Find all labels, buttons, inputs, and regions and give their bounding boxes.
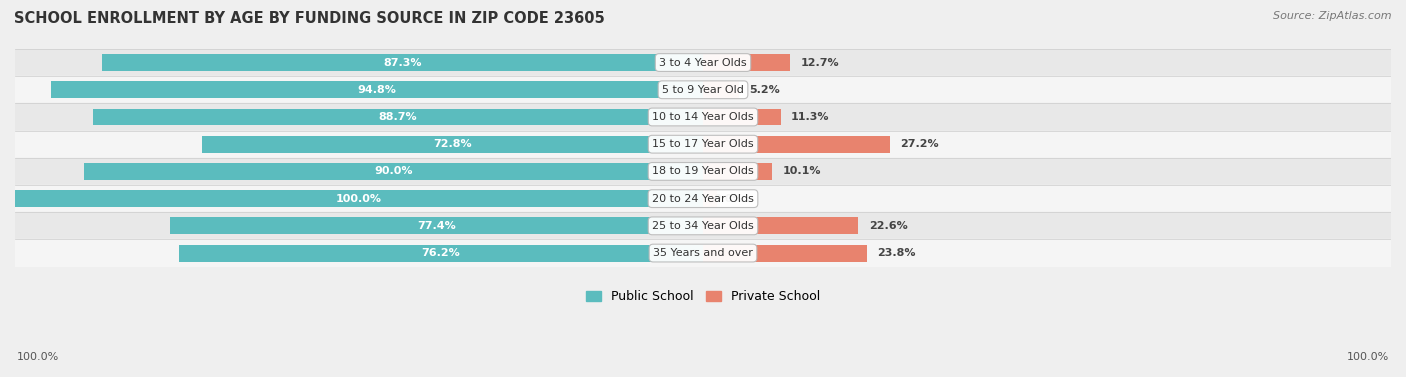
Bar <box>15 130 1391 158</box>
Text: 10 to 14 Year Olds: 10 to 14 Year Olds <box>652 112 754 122</box>
Text: 100.0%: 100.0% <box>336 194 382 204</box>
Bar <box>703 163 772 180</box>
Bar <box>15 212 1391 239</box>
Text: 25 to 34 Year Olds: 25 to 34 Year Olds <box>652 221 754 231</box>
Text: 100.0%: 100.0% <box>17 352 59 362</box>
Bar <box>703 218 859 234</box>
Text: 5.2%: 5.2% <box>749 85 780 95</box>
Bar <box>103 54 703 71</box>
Bar <box>703 136 890 153</box>
Bar <box>15 239 1391 267</box>
Text: 11.3%: 11.3% <box>792 112 830 122</box>
Bar <box>15 190 703 207</box>
Bar <box>703 109 780 126</box>
Text: 35 Years and over: 35 Years and over <box>652 248 754 258</box>
Bar <box>15 76 1391 103</box>
Text: 20 to 24 Year Olds: 20 to 24 Year Olds <box>652 194 754 204</box>
Legend: Public School, Private School: Public School, Private School <box>581 285 825 308</box>
Bar <box>703 54 790 71</box>
Bar <box>15 185 1391 212</box>
Text: 100.0%: 100.0% <box>1347 352 1389 362</box>
Text: 22.6%: 22.6% <box>869 221 907 231</box>
Bar <box>170 218 703 234</box>
Text: 23.8%: 23.8% <box>877 248 915 258</box>
Text: 77.4%: 77.4% <box>418 221 456 231</box>
Text: 18 to 19 Year Olds: 18 to 19 Year Olds <box>652 166 754 176</box>
Text: 10.1%: 10.1% <box>783 166 821 176</box>
Text: 90.0%: 90.0% <box>374 166 412 176</box>
Bar <box>15 158 1391 185</box>
Text: Source: ZipAtlas.com: Source: ZipAtlas.com <box>1274 11 1392 21</box>
Text: 94.8%: 94.8% <box>357 85 396 95</box>
Text: 15 to 17 Year Olds: 15 to 17 Year Olds <box>652 139 754 149</box>
Text: 87.3%: 87.3% <box>384 58 422 67</box>
Text: 76.2%: 76.2% <box>422 248 460 258</box>
Bar <box>51 81 703 98</box>
Bar <box>703 190 717 207</box>
Text: 3 to 4 Year Olds: 3 to 4 Year Olds <box>659 58 747 67</box>
Text: 27.2%: 27.2% <box>900 139 939 149</box>
Bar <box>84 163 703 180</box>
Text: 5 to 9 Year Old: 5 to 9 Year Old <box>662 85 744 95</box>
Text: 0.0%: 0.0% <box>713 194 744 204</box>
Text: SCHOOL ENROLLMENT BY AGE BY FUNDING SOURCE IN ZIP CODE 23605: SCHOOL ENROLLMENT BY AGE BY FUNDING SOUR… <box>14 11 605 26</box>
Bar <box>15 103 1391 130</box>
Bar <box>202 136 703 153</box>
Text: 72.8%: 72.8% <box>433 139 472 149</box>
Bar <box>179 245 703 262</box>
Bar <box>15 49 1391 76</box>
Text: 88.7%: 88.7% <box>378 112 418 122</box>
Bar <box>703 245 866 262</box>
Bar <box>703 81 738 98</box>
Text: 12.7%: 12.7% <box>800 58 839 67</box>
Bar <box>93 109 703 126</box>
